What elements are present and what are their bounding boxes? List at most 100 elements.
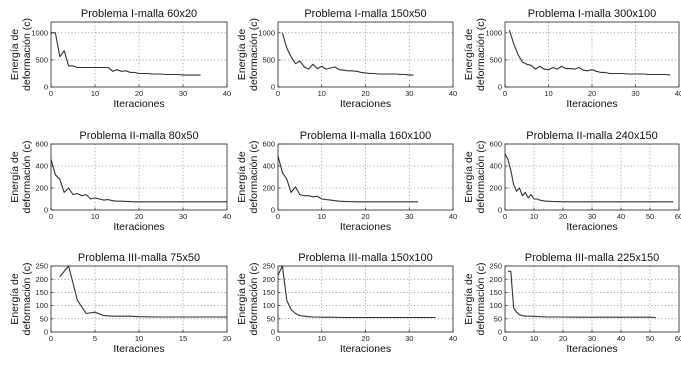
x-tick-label: 20 [559, 334, 567, 343]
x-tick-label: 10 [318, 89, 326, 98]
y-tick-label: 50 [267, 314, 275, 323]
x-tick-label: 0 [503, 89, 507, 98]
y-tick-label: 0 [44, 206, 48, 215]
y-tick-label: 600 [35, 140, 48, 149]
y-tick-label: 0 [498, 206, 502, 215]
y-axis-label-line: Energía de [9, 151, 21, 203]
data-line [508, 29, 671, 76]
plot-frame [277, 143, 454, 211]
chart-title: Problema II-malla 160x100 [300, 130, 431, 142]
plot-frame [504, 143, 680, 211]
y-tick-label: 100 [262, 301, 275, 310]
x-tick-label: 30 [179, 89, 187, 98]
subplot-3: 0 10 20 30 40 0 500 1000 Problema I-malla 300x10… [463, 8, 681, 110]
y-tick-label: 150 [262, 288, 275, 297]
subplot-2: 0 10 20 30 40 0 500 1000 Problema I-malla 150x50… [236, 8, 457, 110]
data-line [277, 155, 418, 203]
y-tick-label: 200 [35, 184, 48, 193]
x-tick-label: 5 [93, 334, 97, 343]
y-axis-label: Energía dedeformación (c) [9, 18, 33, 91]
y-tick-label: 400 [489, 162, 502, 171]
x-tick-label: 20 [223, 334, 231, 343]
x-tick-label: 20 [361, 89, 369, 98]
y-tick-label: 200 [489, 184, 502, 193]
x-tick-label: 50 [646, 334, 654, 343]
chart-title: Problema I-malla 150x50 [304, 8, 426, 20]
y-tick-label: 600 [489, 140, 502, 149]
x-tick-label: 30 [588, 334, 596, 343]
x-tick-label: 10 [530, 212, 538, 221]
chart-title: Problema II-malla 240x150 [526, 130, 657, 142]
x-axis-label: Iteraciones [340, 98, 391, 110]
y-axis-label: Energía dedeformación (c) [236, 18, 260, 91]
y-tick-label: 1000 [485, 28, 502, 37]
y-axis-label: Energía dedeformación (c) [463, 18, 487, 91]
plot-frame [504, 265, 680, 333]
x-tick-label: 40 [223, 89, 231, 98]
x-tick-label: 0 [49, 334, 53, 343]
chart-title: Problema III-malla 150x100 [298, 252, 433, 264]
y-axis-label-line: Energía de [236, 29, 248, 81]
x-tick-label: 0 [276, 212, 280, 221]
data-line [277, 265, 436, 319]
y-axis-label-line: Energía de [463, 273, 475, 325]
x-tick-label: 20 [135, 89, 143, 98]
y-axis-label: Energía dedeformación (c) [9, 141, 33, 214]
x-tick-label: 30 [179, 212, 187, 221]
y-axis-label: Energía dedeformación (c) [236, 263, 260, 336]
y-tick-label: 500 [262, 56, 275, 65]
y-axis-label-line: deformación (c) [21, 18, 33, 91]
chart-title: Problema I-malla 300x100 [528, 8, 656, 20]
data-line [50, 159, 227, 203]
data-line [504, 153, 674, 203]
chart-title: Problema II-malla 80x50 [79, 130, 198, 142]
y-tick-label: 50 [40, 314, 48, 323]
y-axis-label: Energía dedeformación (c) [463, 263, 487, 336]
x-tick-label: 0 [503, 212, 507, 221]
data-line [507, 270, 656, 319]
y-tick-label: 1000 [258, 28, 275, 37]
subplot-9: 0 10 20 30 40 50 60 0 50 100 150 200 250 Problema III… [463, 252, 681, 355]
x-tick-label: 0 [49, 212, 53, 221]
y-axis-label-line: Energía de [9, 29, 21, 81]
y-axis-label-line: Energía de [236, 273, 248, 325]
x-tick-label: 40 [223, 212, 231, 221]
y-tick-label: 500 [489, 56, 502, 65]
y-tick-label: 0 [498, 328, 502, 337]
y-tick-label: 150 [489, 288, 502, 297]
y-axis-label-line: deformación (c) [248, 18, 260, 91]
y-tick-label: 0 [44, 328, 48, 337]
x-tick-label: 30 [405, 89, 413, 98]
x-tick-label: 10 [318, 334, 326, 343]
plot-frame [50, 143, 228, 211]
x-tick-label: 0 [503, 334, 507, 343]
x-tick-label: 30 [405, 212, 413, 221]
x-tick-label: 40 [675, 89, 681, 98]
x-tick-label: 10 [318, 212, 326, 221]
x-tick-label: 10 [91, 89, 99, 98]
y-tick-label: 200 [35, 275, 48, 284]
y-tick-label: 250 [489, 262, 502, 271]
x-tick-label: 0 [276, 89, 280, 98]
x-axis-label: Iteraciones [113, 98, 164, 110]
y-axis-label: Energía dedeformación (c) [9, 263, 33, 336]
x-tick-label: 20 [559, 212, 567, 221]
x-tick-label: 15 [179, 334, 187, 343]
x-tick-label: 60 [675, 334, 681, 343]
x-tick-label: 20 [135, 212, 143, 221]
x-axis-label: Iteraciones [340, 221, 391, 233]
x-axis-label: Iteraciones [566, 221, 617, 233]
x-axis-label: Iteraciones [566, 98, 617, 110]
y-axis-label-line: deformación (c) [248, 263, 260, 336]
y-tick-label: 400 [262, 162, 275, 171]
x-tick-label: 10 [135, 334, 143, 343]
x-tick-label: 20 [588, 89, 596, 98]
x-tick-label: 20 [361, 212, 369, 221]
y-axis-label-line: deformación (c) [21, 141, 33, 214]
x-axis-label: Iteraciones [113, 221, 164, 233]
y-tick-label: 100 [489, 301, 502, 310]
y-tick-label: 50 [494, 314, 502, 323]
